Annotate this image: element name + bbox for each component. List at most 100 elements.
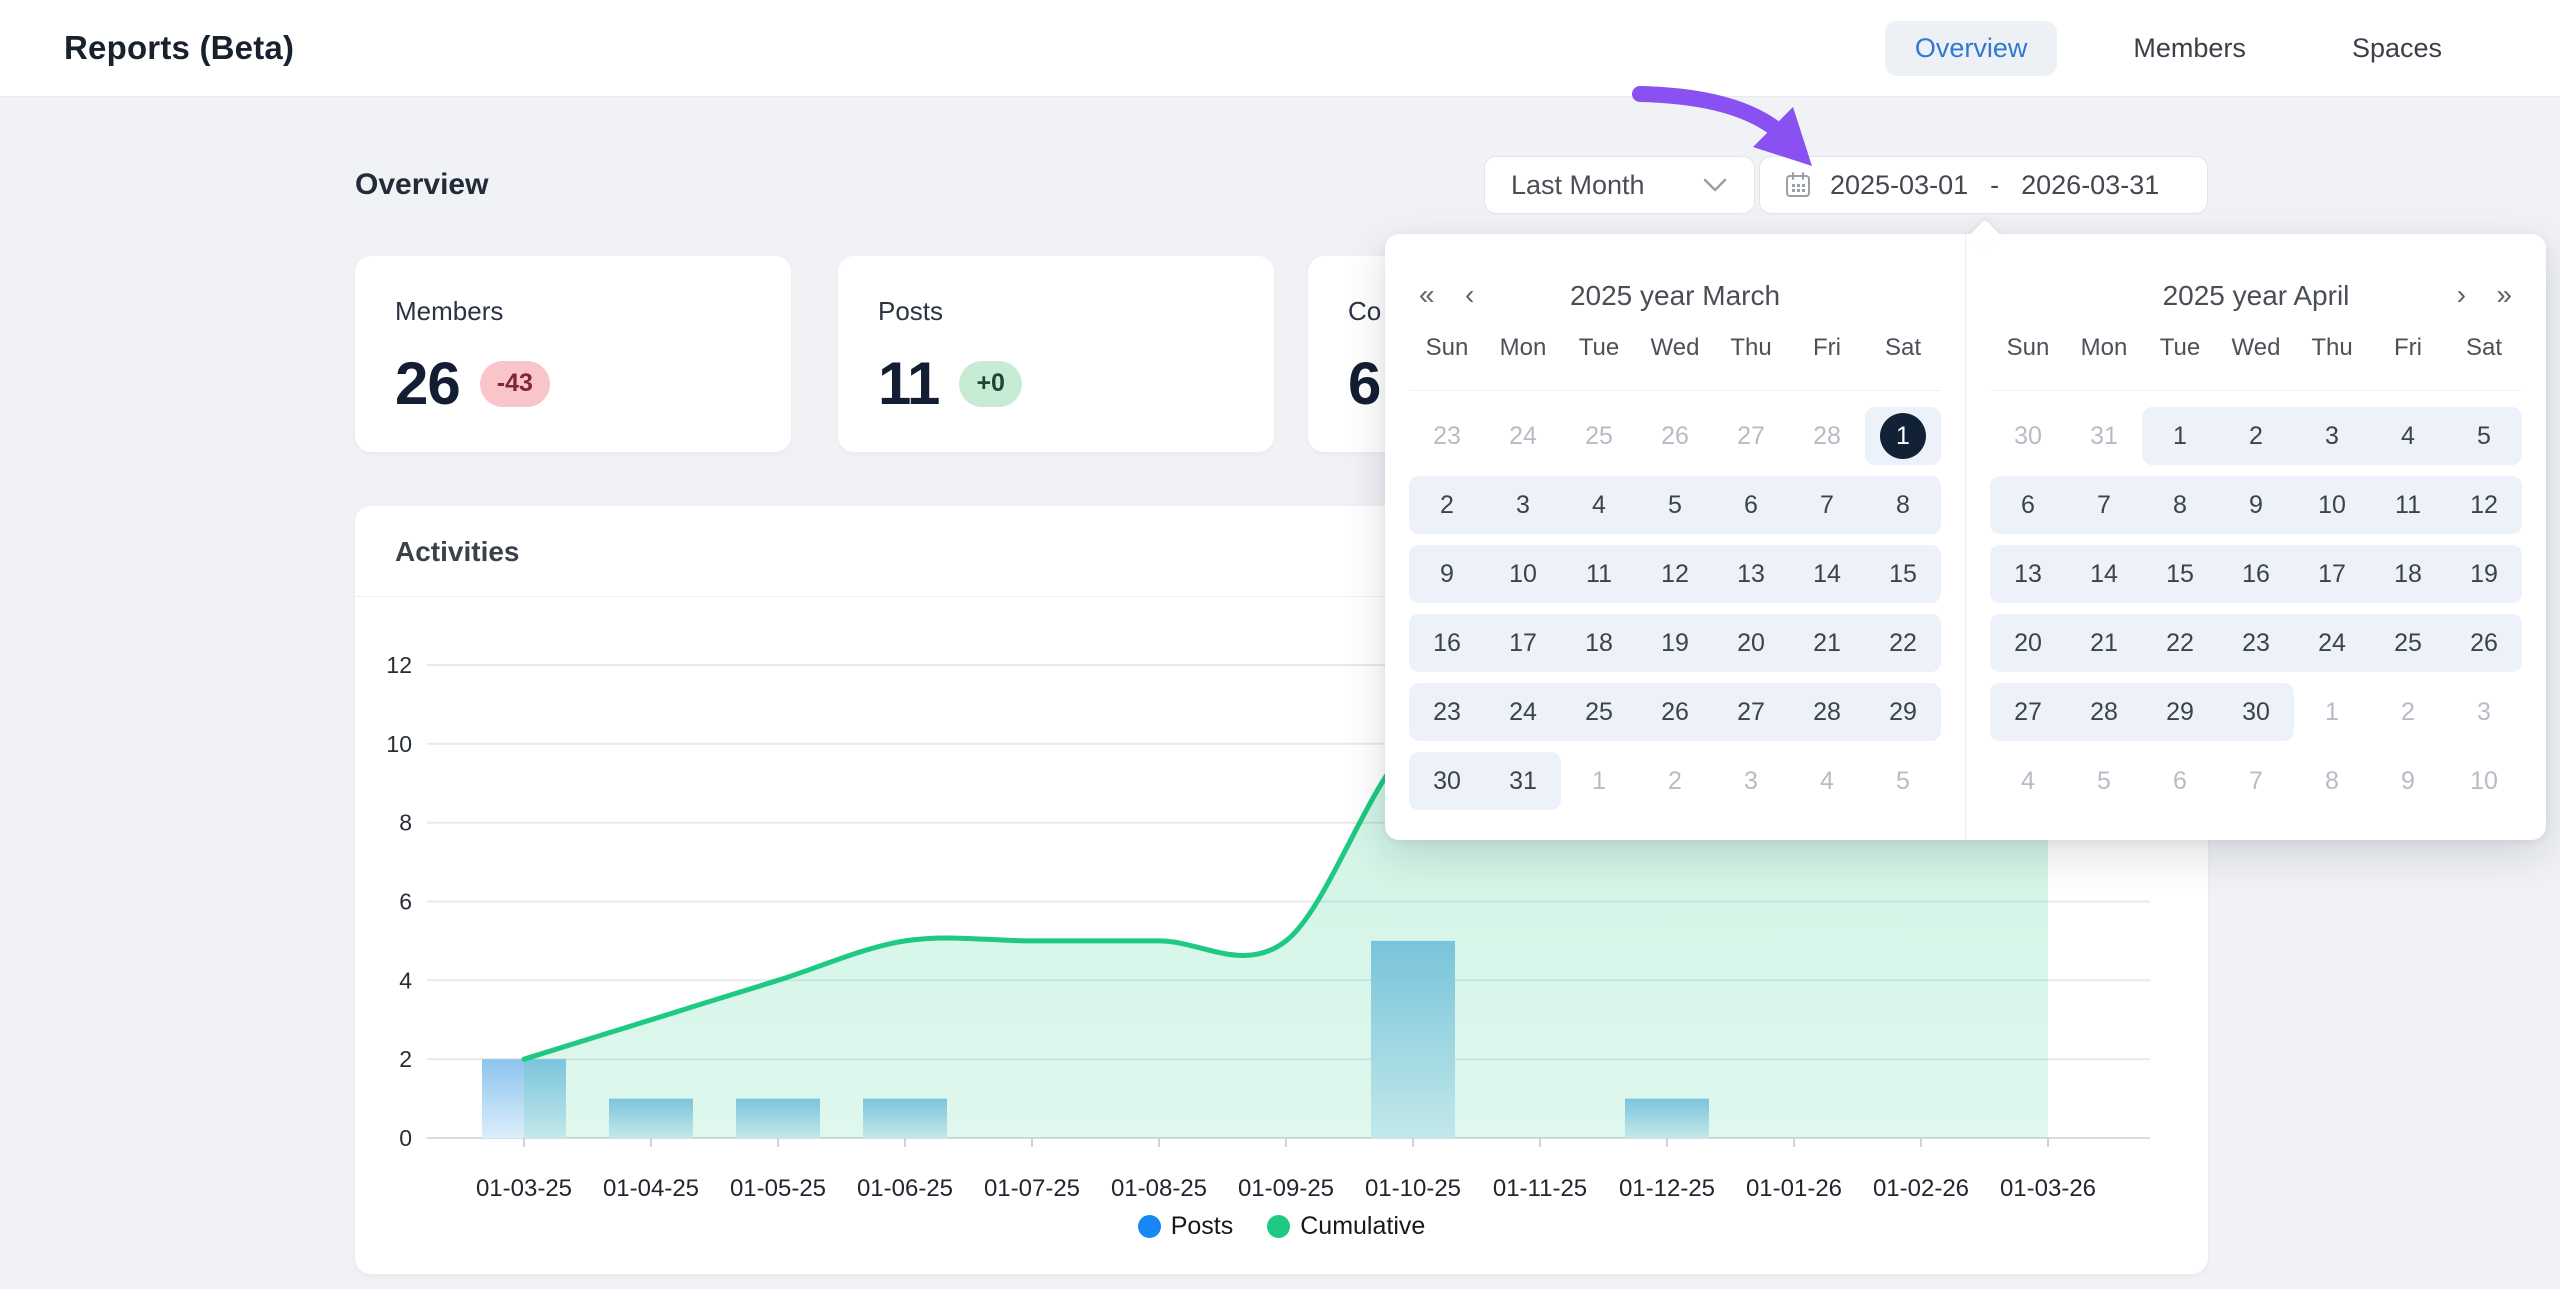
calendar-day[interactable]: 15	[2142, 545, 2218, 603]
calendar-day[interactable]: 23	[1433, 421, 1461, 450]
calendar-day[interactable]: 2	[2401, 697, 2415, 726]
calendar-day[interactable]: 17	[1485, 614, 1561, 672]
calendar-day[interactable]: 13	[1713, 545, 1789, 603]
date-range-input[interactable]: 2025-03-01 - 2026-03-31	[1759, 156, 2208, 214]
calendar-day[interactable]: 7	[2249, 766, 2263, 795]
calendar-day[interactable]: 29	[1865, 683, 1941, 741]
tab-overview[interactable]: Overview	[1884, 20, 2058, 76]
calendar-day[interactable]: 20	[1990, 614, 2066, 672]
calendar-day[interactable]: 31	[2090, 421, 2118, 450]
calendar-day[interactable]: 11	[2370, 476, 2446, 534]
calendar-icon	[1786, 172, 1810, 197]
super-prev-year-icon[interactable]: «	[1419, 279, 1435, 310]
calendar-divider	[1409, 390, 1941, 391]
calendar-day[interactable]: 1	[1865, 407, 1941, 465]
calendar-day[interactable]: 28	[1813, 421, 1841, 450]
calendar-day[interactable]: 9	[1409, 545, 1485, 603]
calendar-day[interactable]: 20	[1713, 614, 1789, 672]
calendar-day[interactable]: 8	[2325, 766, 2339, 795]
prev-month-icon[interactable]: ‹	[1465, 279, 1475, 310]
calendar-day[interactable]: 25	[1561, 683, 1637, 741]
calendar-day[interactable]: 18	[2370, 545, 2446, 603]
calendar-day[interactable]: 10	[2294, 476, 2370, 534]
calendar-day[interactable]: 11	[1561, 545, 1637, 603]
calendar-day[interactable]: 26	[1637, 683, 1713, 741]
calendar-day[interactable]: 5	[1637, 476, 1713, 534]
calendar-day[interactable]: 4	[2370, 407, 2446, 465]
calendar-day[interactable]: 7	[2066, 476, 2142, 534]
calendar-day[interactable]: 21	[2066, 614, 2142, 672]
calendar-day[interactable]: 12	[1637, 545, 1713, 603]
calendar-day[interactable]: 4	[2021, 766, 2035, 795]
calendar-day[interactable]: 16	[2218, 545, 2294, 603]
calendar-day[interactable]: 5	[1896, 766, 1910, 795]
calendar-day[interactable]: 6	[2173, 766, 2187, 795]
x-axis-label: 01-01-26	[1746, 1175, 1842, 1202]
calendar-day[interactable]: 4	[1561, 476, 1637, 534]
calendar-day[interactable]: 2	[1409, 476, 1485, 534]
calendar-day[interactable]: 31	[1485, 752, 1561, 810]
calendar-day[interactable]: 1	[2142, 407, 2218, 465]
calendar-day[interactable]: 13	[1990, 545, 2066, 603]
calendar-day[interactable]: 30	[2218, 683, 2294, 741]
calendar-day[interactable]: 3	[2477, 697, 2491, 726]
super-next-year-icon[interactable]: »	[2496, 279, 2512, 310]
calendar-day[interactable]: 23	[1409, 683, 1485, 741]
calendar-day[interactable]: 22	[2142, 614, 2218, 672]
calendar-day[interactable]: 30	[1409, 752, 1485, 810]
calendar-day[interactable]: 1	[1592, 766, 1606, 795]
calendar-day[interactable]: 25	[1585, 421, 1613, 450]
calendar-day[interactable]: 4	[1820, 766, 1834, 795]
tab-spaces[interactable]: Spaces	[2351, 32, 2442, 63]
calendar-day[interactable]: 24	[1485, 683, 1561, 741]
calendar-day[interactable]: 18	[1561, 614, 1637, 672]
calendar-day[interactable]: 9	[2218, 476, 2294, 534]
calendar-day[interactable]: 27	[1737, 421, 1765, 450]
calendar-day[interactable]: 12	[2446, 476, 2522, 534]
calendar-day[interactable]: 10	[2470, 766, 2498, 795]
calendar-day[interactable]: 29	[2142, 683, 2218, 741]
calendar-day[interactable]: 15	[1865, 545, 1941, 603]
calendar-day[interactable]: 10	[1485, 545, 1561, 603]
next-month-icon[interactable]: ›	[2456, 279, 2466, 310]
calendar-day[interactable]: 22	[1865, 614, 1941, 672]
legend-item-posts[interactable]: Posts	[1137, 1212, 1233, 1241]
calendar-day[interactable]: 28	[2066, 683, 2142, 741]
calendar-day[interactable]: 16	[1409, 614, 1485, 672]
calendar-day[interactable]: 14	[2066, 545, 2142, 603]
calendar-day[interactable]: 9	[2401, 766, 2415, 795]
calendar-day[interactable]: 3	[1485, 476, 1561, 534]
calendar-day[interactable]: 5	[2097, 766, 2111, 795]
calendar-day[interactable]: 6	[1990, 476, 2066, 534]
calendar-day[interactable]: 2	[1668, 766, 1682, 795]
calendar-day[interactable]: 21	[1789, 614, 1865, 672]
calendar-day[interactable]: 3	[1744, 766, 1758, 795]
calendar-day[interactable]: 26	[1661, 421, 1689, 450]
calendar-day[interactable]: 2	[2218, 407, 2294, 465]
calendar-day[interactable]: 28	[1789, 683, 1865, 741]
calendar-day[interactable]: 24	[1509, 421, 1537, 450]
calendar-day[interactable]: 14	[1789, 545, 1865, 603]
calendar-day[interactable]: 23	[2218, 614, 2294, 672]
calendar-day[interactable]: 1	[2325, 697, 2339, 726]
calendar-day[interactable]: 24	[2294, 614, 2370, 672]
calendar-day[interactable]: 26	[2446, 614, 2522, 672]
calendar-day[interactable]: 27	[1713, 683, 1789, 741]
calendar-day[interactable]: 5	[2446, 407, 2522, 465]
stat-value: 26	[395, 350, 461, 417]
calendar-day[interactable]: 6	[1713, 476, 1789, 534]
legend-item-cumulative[interactable]: Cumulative	[1267, 1212, 1425, 1241]
calendar-day[interactable]: 19	[1637, 614, 1713, 672]
tab-members[interactable]: Members	[2133, 32, 2246, 63]
calendar-day[interactable]: 3	[2294, 407, 2370, 465]
calendar-day[interactable]: 17	[2294, 545, 2370, 603]
calendar-day[interactable]: 25	[2370, 614, 2446, 672]
calendar-day[interactable]: 8	[2142, 476, 2218, 534]
calendar-day[interactable]: 30	[2014, 421, 2042, 450]
calendar-day[interactable]: 19	[2446, 545, 2522, 603]
calendar-day[interactable]: 8	[1865, 476, 1941, 534]
calendar-day[interactable]: 27	[1990, 683, 2066, 741]
calendar-day[interactable]: 7	[1789, 476, 1865, 534]
calendar-week-row: 4 5 6 7 8 9 10	[1990, 752, 2522, 810]
range-preset-select[interactable]: Last Month	[1484, 156, 1755, 214]
